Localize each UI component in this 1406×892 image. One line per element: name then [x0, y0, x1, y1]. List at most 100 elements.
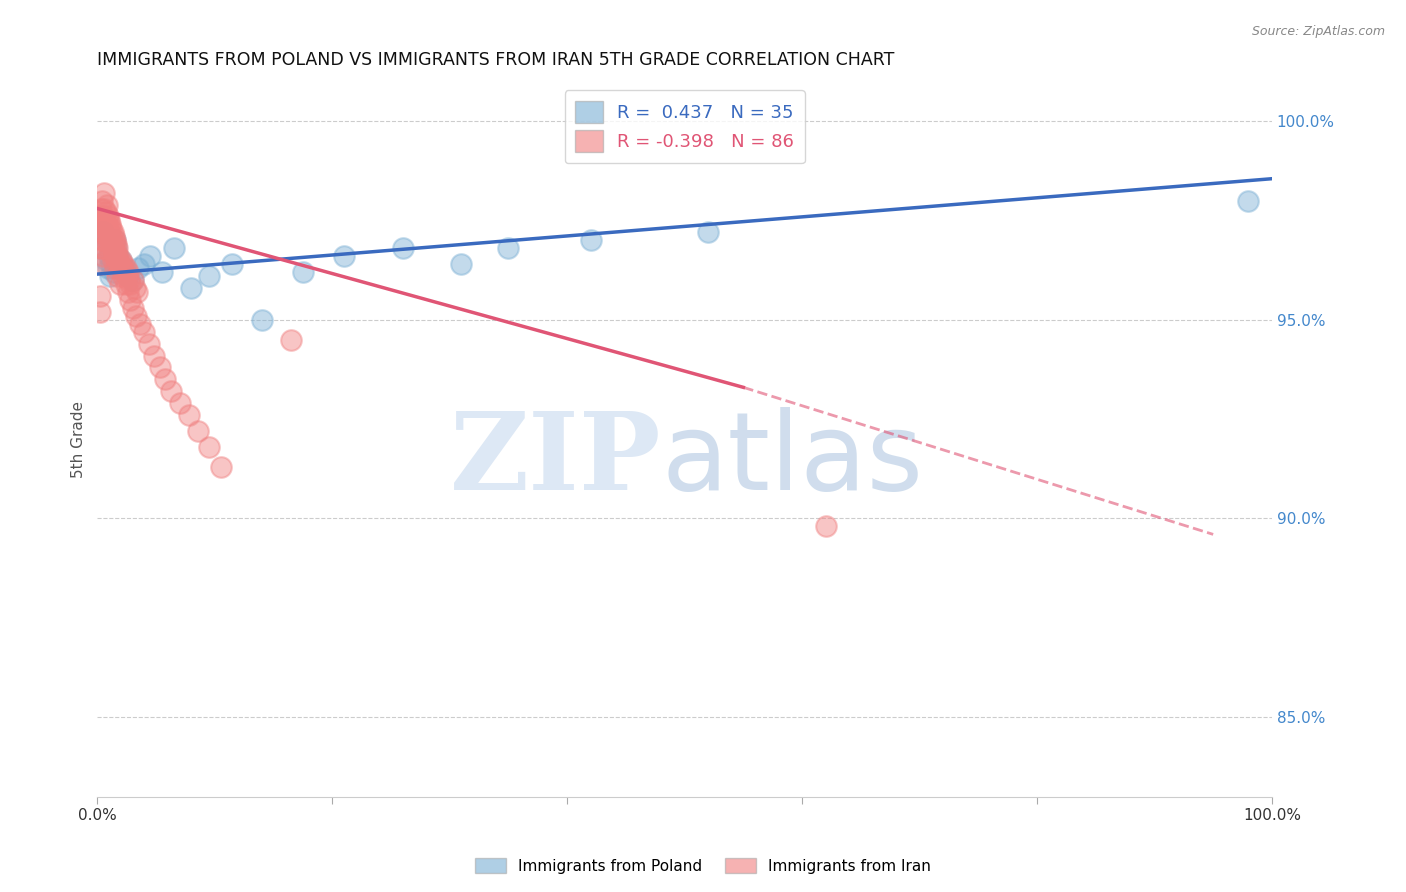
Point — [121, 301, 143, 315]
Point — [90, 241, 112, 255]
Point — [105, 253, 128, 268]
Legend: R =  0.437   N = 35, R = -0.398   N = 86: R = 0.437 N = 35, R = -0.398 N = 86 — [565, 90, 804, 163]
Point — [118, 273, 141, 287]
Point — [101, 241, 124, 255]
Point — [98, 245, 121, 260]
Point — [89, 305, 111, 319]
Point — [117, 285, 139, 299]
Point — [139, 249, 162, 263]
Point — [112, 261, 135, 276]
Point — [91, 194, 114, 208]
Point — [105, 241, 128, 255]
Point — [91, 233, 114, 247]
Point — [128, 317, 150, 331]
Point — [94, 253, 117, 268]
Point — [96, 197, 118, 211]
Legend: Immigrants from Poland, Immigrants from Iran: Immigrants from Poland, Immigrants from … — [470, 852, 936, 880]
Point — [138, 336, 160, 351]
Point — [104, 233, 127, 247]
Point — [96, 213, 118, 227]
Point — [98, 229, 121, 244]
Point — [91, 225, 114, 239]
Point — [149, 360, 172, 375]
Point — [117, 265, 139, 279]
Point — [97, 210, 120, 224]
Point — [94, 205, 117, 219]
Point — [89, 289, 111, 303]
Point — [91, 249, 114, 263]
Point — [105, 237, 128, 252]
Point — [103, 237, 125, 252]
Text: IMMIGRANTS FROM POLAND VS IMMIGRANTS FROM IRAN 5TH GRADE CORRELATION CHART: IMMIGRANTS FROM POLAND VS IMMIGRANTS FRO… — [97, 51, 894, 69]
Point — [93, 186, 115, 200]
Point — [96, 221, 118, 235]
Text: Source: ZipAtlas.com: Source: ZipAtlas.com — [1251, 25, 1385, 38]
Point — [127, 261, 149, 276]
Point — [97, 237, 120, 252]
Point — [209, 459, 232, 474]
Point — [180, 281, 202, 295]
Point — [104, 233, 127, 247]
Point — [103, 229, 125, 244]
Point — [94, 229, 117, 244]
Point — [198, 269, 221, 284]
Point — [198, 440, 221, 454]
Point — [107, 253, 129, 268]
Point — [115, 269, 138, 284]
Point — [98, 221, 121, 235]
Point — [112, 269, 135, 284]
Point — [124, 281, 146, 295]
Point — [101, 245, 124, 260]
Point — [280, 333, 302, 347]
Point — [150, 265, 173, 279]
Point — [114, 261, 136, 276]
Point — [101, 253, 124, 268]
Point — [98, 249, 121, 263]
Point — [112, 257, 135, 271]
Point — [93, 202, 115, 216]
Point — [814, 519, 837, 533]
Point — [91, 241, 114, 255]
Point — [90, 202, 112, 216]
Point — [108, 277, 131, 291]
Point — [91, 225, 114, 239]
Point — [110, 261, 132, 276]
Point — [103, 265, 125, 279]
Point — [98, 218, 121, 232]
Point — [91, 225, 114, 239]
Point — [169, 396, 191, 410]
Point — [125, 309, 148, 323]
Point — [120, 277, 142, 291]
Point — [105, 245, 128, 260]
Point — [105, 269, 128, 284]
Point — [108, 257, 131, 271]
Text: ZIP: ZIP — [450, 408, 661, 514]
Point — [187, 424, 209, 438]
Point — [450, 257, 472, 271]
Point — [94, 218, 117, 232]
Point — [91, 210, 114, 224]
Point — [100, 237, 122, 252]
Point — [121, 273, 143, 287]
Point — [120, 293, 142, 307]
Point — [110, 253, 132, 268]
Point — [93, 213, 115, 227]
Point — [117, 269, 139, 284]
Point — [100, 221, 122, 235]
Point — [142, 349, 165, 363]
Point — [160, 384, 183, 399]
Point — [134, 325, 156, 339]
Point — [100, 257, 122, 271]
Point — [104, 261, 127, 276]
Point — [97, 261, 120, 276]
Point — [110, 253, 132, 268]
Point — [105, 249, 128, 263]
Point — [111, 261, 134, 276]
Point — [96, 233, 118, 247]
Text: atlas: atlas — [661, 408, 924, 514]
Point — [107, 261, 129, 276]
Point — [391, 241, 413, 255]
Point — [98, 233, 121, 247]
Point — [112, 265, 135, 279]
Point — [121, 273, 143, 287]
